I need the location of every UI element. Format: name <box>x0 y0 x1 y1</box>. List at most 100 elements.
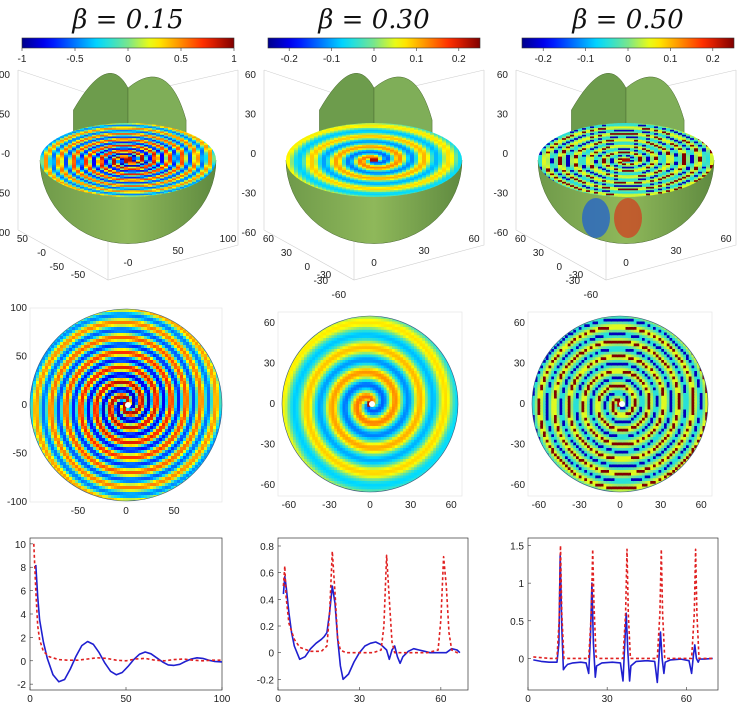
disc-cell <box>72 181 77 185</box>
disc-cell <box>44 158 49 161</box>
disc-cell <box>108 183 113 186</box>
disc-cell <box>326 129 331 133</box>
disc-cell <box>682 148 687 151</box>
disc-cell <box>120 195 125 197</box>
disc-cell <box>140 165 145 168</box>
disc-cell <box>156 136 161 139</box>
disc-cell <box>654 186 659 190</box>
disc-cell <box>570 148 575 151</box>
disc-cell <box>88 133 93 136</box>
disc-cell <box>310 139 315 143</box>
disc-cell <box>112 176 117 180</box>
disc-cell <box>338 141 343 144</box>
heat-cell <box>30 420 34 424</box>
disc-cell <box>358 138 363 141</box>
disc-cell <box>442 170 447 173</box>
disc-cell <box>630 149 635 153</box>
disc-cell <box>426 171 431 175</box>
disc-cell <box>156 183 161 186</box>
disc-cell <box>144 149 149 153</box>
disc-cell <box>450 144 455 148</box>
disc-cell <box>622 126 627 129</box>
disc-cell <box>346 153 351 156</box>
disc-cell <box>382 175 387 178</box>
z-tick-label: -30 <box>494 189 509 200</box>
disc-cell <box>566 143 571 146</box>
disc-cell <box>334 133 339 136</box>
disc-cell <box>382 146 387 149</box>
disc-cell <box>634 128 639 131</box>
disc-cell <box>310 146 315 149</box>
disc-cell <box>350 176 355 180</box>
disc-cell <box>386 144 391 148</box>
disc-cell <box>140 133 145 136</box>
disc-cell <box>72 158 77 161</box>
disc-cell <box>382 186 387 190</box>
disc-cell <box>394 190 399 193</box>
disc-cell <box>188 148 193 151</box>
disc-cell <box>124 183 129 186</box>
disc-cell <box>582 129 587 133</box>
disc-cell <box>314 149 319 153</box>
disc-cell <box>658 171 663 175</box>
disc-cell <box>172 151 177 154</box>
disc-cell <box>630 185 635 188</box>
disc-cell <box>128 176 133 180</box>
disc-cell <box>318 151 323 154</box>
disc-cell <box>694 141 699 144</box>
disc-cell <box>402 128 407 131</box>
disc-cell <box>666 143 671 146</box>
disc-cell <box>168 136 173 139</box>
disc-cell <box>582 128 587 131</box>
disc-cell <box>52 160 57 163</box>
disc-cell <box>330 160 335 163</box>
disc-cell <box>638 134 643 138</box>
disc-cell <box>374 193 379 196</box>
disc-cell <box>56 178 61 181</box>
disc-cell <box>144 153 149 156</box>
disc-cell <box>92 144 97 148</box>
disc-cell <box>168 144 173 148</box>
disc-cell <box>96 139 101 143</box>
disc-cell <box>354 153 359 156</box>
disc-cell <box>634 170 639 173</box>
disc-cell <box>112 165 117 168</box>
disc-cell <box>306 139 311 143</box>
disc-cell <box>116 131 121 134</box>
disc-cell <box>562 138 567 141</box>
disc-cell <box>414 131 419 134</box>
disc-cell <box>306 166 311 169</box>
disc-cell <box>378 123 383 126</box>
heat-cell <box>33 420 37 424</box>
disc-cell <box>622 170 627 173</box>
disc-cell <box>670 181 675 185</box>
disc-cell <box>358 131 363 134</box>
disc-cell <box>152 181 157 185</box>
disc-cell <box>618 133 623 136</box>
disc-cell <box>52 156 57 159</box>
disc-cell <box>646 148 651 151</box>
disc-cell <box>694 173 699 176</box>
disc-cell <box>152 175 157 178</box>
disc-cell <box>318 139 323 143</box>
disc-cell <box>642 191 647 195</box>
disc-cell <box>574 161 579 164</box>
disc-cell <box>370 186 375 190</box>
disc-cell <box>682 153 687 156</box>
disc-cell <box>334 185 339 188</box>
disc-cell <box>694 153 699 156</box>
disc-cell <box>398 175 403 178</box>
disc-cell <box>706 161 711 164</box>
disc-cell <box>104 180 109 183</box>
disc-cell <box>172 163 177 166</box>
disc-cell <box>298 143 303 146</box>
disc-cell <box>570 158 575 161</box>
disc-cell <box>184 131 189 134</box>
disc-cell <box>290 154 295 158</box>
heat-cell <box>39 408 43 412</box>
disc-cell <box>686 136 691 139</box>
disc-cell <box>394 146 399 149</box>
colorbar-tick-label: -0.2 <box>281 54 299 65</box>
disc-cell <box>558 134 563 138</box>
disc-cell <box>144 124 149 127</box>
